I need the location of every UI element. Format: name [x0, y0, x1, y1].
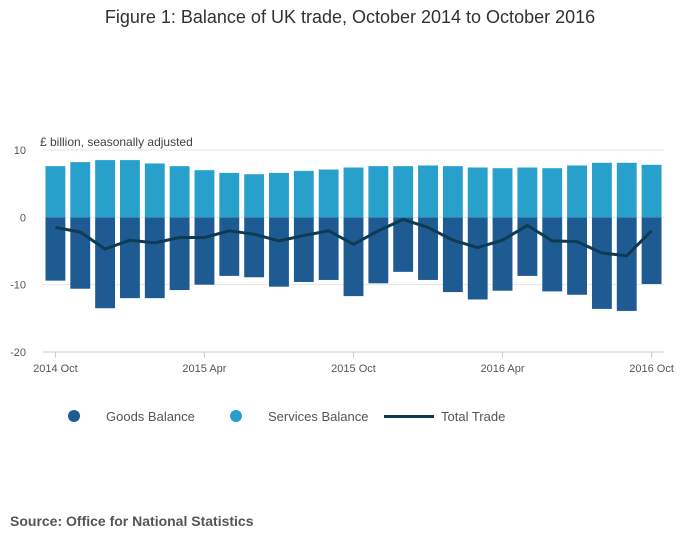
bar-services-balance[interactable]	[343, 167, 364, 218]
bar-services-balance[interactable]	[641, 164, 662, 218]
bar-goods-balance[interactable]	[492, 217, 513, 291]
bar-services-balance[interactable]	[293, 170, 314, 218]
legend: Goods Balance Services Balance Total Tra…	[0, 405, 700, 429]
bar-goods-balance[interactable]	[591, 217, 612, 309]
x-tick-label: 2015 Oct	[331, 363, 376, 375]
x-tick-label: 2014 Oct	[33, 363, 78, 375]
y-tick-label: 0	[20, 212, 26, 224]
bar-services-balance[interactable]	[467, 167, 488, 218]
legend-swatch-goods	[68, 410, 80, 422]
bar-services-balance[interactable]	[368, 166, 389, 218]
bar-services-balance[interactable]	[492, 168, 513, 218]
y-tick-label: -20	[10, 347, 26, 359]
x-tick-label: 2016 Oct	[629, 363, 674, 375]
bar-goods-balance[interactable]	[45, 217, 66, 281]
bar-services-balance[interactable]	[442, 166, 463, 218]
bar-services-balance[interactable]	[95, 160, 116, 218]
bar-goods-balance[interactable]	[269, 217, 289, 287]
legend-label-services: Services Balance	[268, 408, 369, 424]
bar-services-balance[interactable]	[169, 166, 190, 218]
legend-swatch-services	[230, 410, 242, 422]
bar-services-balance[interactable]	[542, 168, 563, 218]
bar-goods-balance[interactable]	[70, 217, 91, 289]
bar-goods-balance[interactable]	[293, 217, 314, 282]
bar-services-balance[interactable]	[517, 167, 538, 218]
bar-goods-balance[interactable]	[120, 217, 140, 299]
bar-services-balance[interactable]	[318, 169, 339, 218]
bar-goods-balance[interactable]	[641, 217, 662, 284]
bar-services-balance[interactable]	[616, 162, 637, 218]
total-trade-line[interactable]	[55, 217, 653, 258]
bar-goods-balance[interactable]	[244, 217, 265, 278]
legend-label-total: Total Trade	[441, 408, 506, 424]
bar-goods-balance[interactable]	[219, 217, 240, 276]
bar-goods-balance[interactable]	[95, 217, 116, 309]
legend-item-goods[interactable]: Goods Balance	[68, 405, 195, 427]
bar-services-balance[interactable]	[45, 166, 66, 218]
bar-goods-balance[interactable]	[542, 217, 563, 292]
chart-title: Figure 1: Balance of UK trade, October 2…	[104, 7, 596, 27]
y-axis-unit-label: £ billion, seasonally adjusted	[40, 135, 193, 149]
bar-services-balance[interactable]	[591, 162, 612, 218]
bar-goods-balance[interactable]	[169, 217, 190, 291]
bar-goods-balance[interactable]	[318, 217, 339, 280]
bar-services-balance[interactable]	[567, 165, 587, 218]
bar-services-balance[interactable]	[70, 162, 91, 218]
y-tick-label: 10	[14, 145, 26, 157]
bar-services-balance[interactable]	[244, 174, 265, 218]
bar-services-balance[interactable]	[144, 163, 165, 218]
bar-goods-balance[interactable]	[418, 217, 438, 280]
legend-label-goods: Goods Balance	[106, 408, 195, 424]
x-tick-label: 2016 Apr	[481, 363, 525, 375]
bar-services-balance[interactable]	[120, 160, 140, 218]
bar-goods-balance[interactable]	[442, 217, 463, 293]
bar-services-balance[interactable]	[219, 172, 240, 218]
bar-goods-balance[interactable]	[567, 217, 587, 295]
bars	[45, 160, 662, 311]
bar-goods-balance[interactable]	[393, 217, 414, 272]
legend-item-total[interactable]: Total Trade	[384, 405, 505, 427]
total-trade-line-layer	[55, 217, 653, 258]
source-note: Source: Office for National Statistics	[10, 513, 254, 529]
legend-item-services[interactable]: Services Balance	[230, 405, 368, 427]
bar-goods-balance[interactable]	[343, 217, 364, 297]
bar-goods-balance[interactable]	[144, 217, 165, 299]
legend-swatch-total	[384, 414, 434, 418]
y-tick-label: -10	[10, 280, 26, 292]
bar-goods-balance[interactable]	[517, 217, 538, 276]
bar-goods-balance[interactable]	[194, 217, 215, 285]
axes: 10 0 -10 -20 2014 Oct 2015 Apr 2015 Oct 2016 Ap…	[10, 145, 674, 375]
bar-goods-balance[interactable]	[467, 217, 488, 300]
bar-services-balance[interactable]	[418, 165, 438, 218]
x-tick-label: 2015 Apr	[182, 363, 226, 375]
bar-services-balance[interactable]	[269, 172, 289, 218]
bar-goods-balance[interactable]	[616, 217, 637, 311]
bar-services-balance[interactable]	[194, 170, 215, 218]
bar-services-balance[interactable]	[393, 166, 414, 218]
